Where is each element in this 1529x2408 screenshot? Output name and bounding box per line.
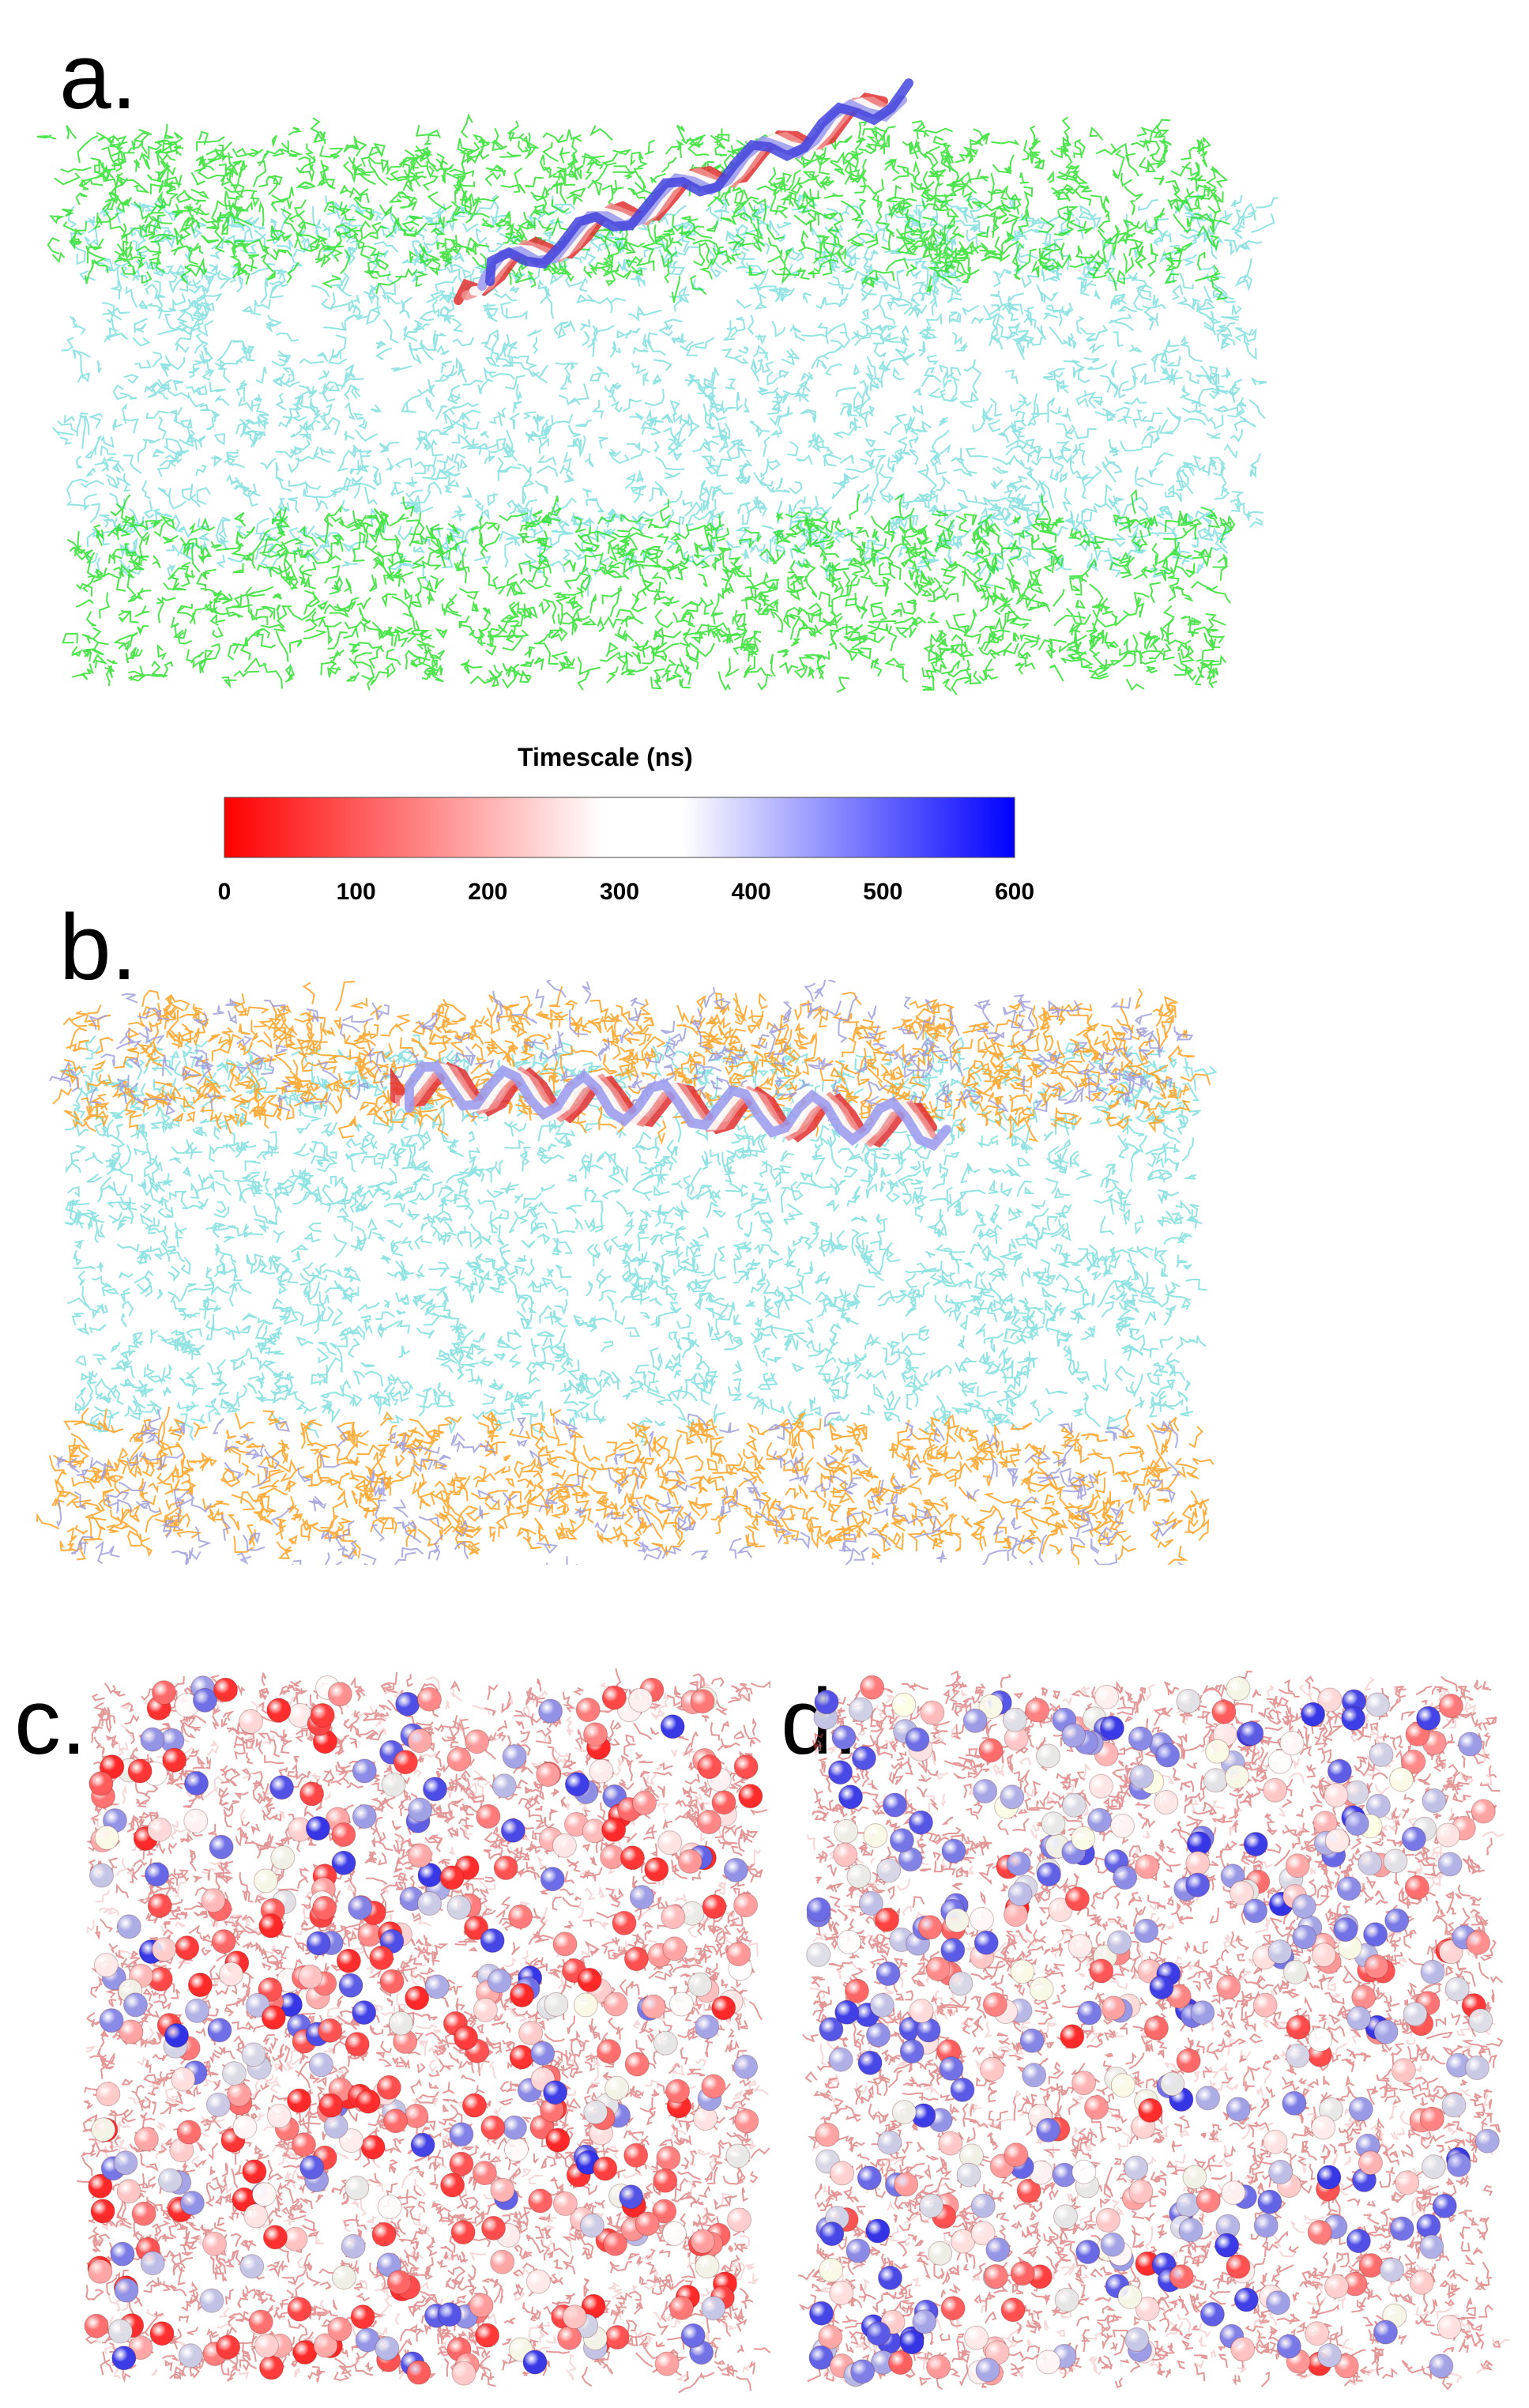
lipid-layer: [62, 488, 1236, 695]
timescale-colorbar: Timescale (ns) 0 100 200 300 400 500 600: [0, 743, 1529, 925]
colorbar-title: Timescale (ns): [518, 743, 693, 771]
sphere-atoms: [806, 1675, 1500, 2387]
lipid-layer: [55, 1408, 1184, 1565]
sphere-atoms: [84, 1675, 763, 2386]
colorbar-tick-label: 600: [994, 879, 1035, 905]
colorbar-tick-label: 300: [599, 879, 640, 905]
colorbar-tick-label: 400: [731, 879, 771, 905]
colorbar-tick-label: 500: [863, 879, 903, 905]
membrane-top-view-d: [798, 1670, 1509, 2391]
panel-label-b: b.: [59, 895, 137, 1000]
panel-label-c: c.: [14, 1670, 87, 1774]
membrane-side-view-a: [36, 78, 1279, 695]
lipid-layer: [36, 113, 1231, 303]
membrane-top-view-c: [77, 1668, 770, 2394]
peptide-helix: [390, 1061, 951, 1151]
membrane-side-view-b: [36, 980, 1218, 1565]
colorbar-gradient: [224, 797, 1015, 858]
peptide-helix: [454, 78, 913, 305]
colorbar-tick-label: 0: [217, 879, 232, 905]
lipid-layer: [36, 1406, 1215, 1565]
colorbar-tick-label: 200: [468, 879, 508, 905]
colorbar-tick-label: 100: [336, 879, 376, 905]
panel-label-a: a.: [59, 24, 137, 129]
